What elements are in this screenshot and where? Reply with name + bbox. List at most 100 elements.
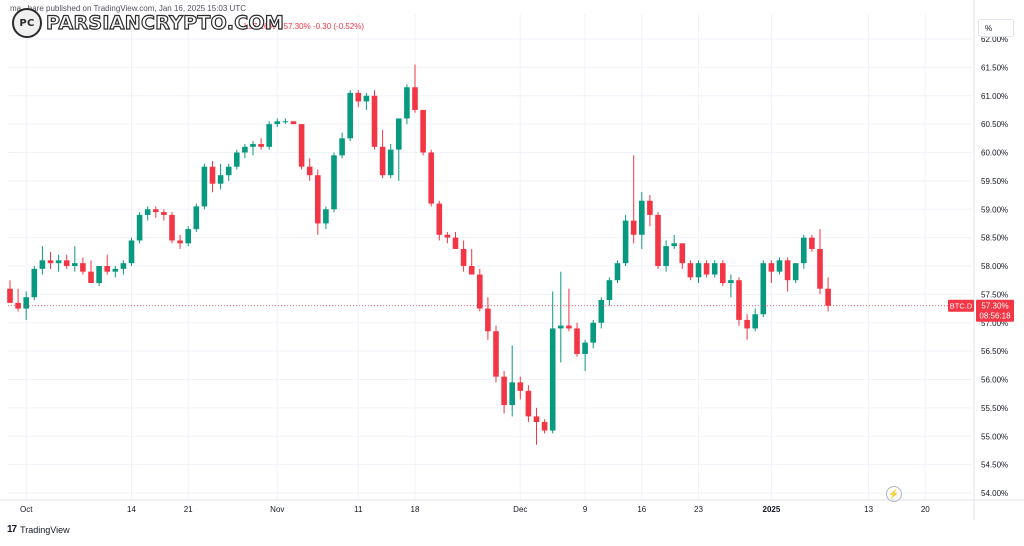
candle-body (477, 274, 483, 309)
x-tick-label: 23 (694, 505, 703, 514)
candle-body (582, 342, 588, 354)
y-tick-label: 54.50% (981, 461, 1008, 470)
candle-body (161, 212, 167, 215)
symbol-tag (948, 299, 974, 312)
candle-body (412, 87, 418, 110)
x-tick-label: 9 (583, 505, 588, 514)
candle-body (647, 200, 653, 215)
candle-body (193, 206, 200, 230)
y-tick-label: 55.00% (981, 432, 1008, 441)
candle-body (306, 166, 313, 176)
candle-body (598, 300, 605, 323)
y-tick-label: 54.00% (981, 489, 1008, 498)
candle-body (396, 118, 402, 150)
candle-body (274, 121, 281, 125)
tradingview-mark-icon: 17 (7, 524, 17, 535)
candle-body (266, 124, 272, 147)
candle-body (209, 166, 216, 184)
y-tick-label: 57.00% (981, 319, 1008, 328)
candle-body (371, 95, 378, 147)
candle-body (282, 121, 289, 123)
candle-body (574, 328, 580, 354)
y-tick-label: 58.50% (981, 234, 1008, 243)
candle-body (460, 248, 467, 266)
x-tick-label: 16 (637, 505, 646, 514)
y-tick-label: 61.50% (981, 63, 1008, 72)
candle-body (80, 263, 86, 272)
candle-body (501, 376, 507, 406)
candle-body (493, 331, 499, 377)
candle-body (323, 209, 329, 224)
candle-body (817, 248, 823, 289)
candle-body (15, 302, 21, 309)
candle-body (120, 263, 127, 269)
candle-body (444, 234, 451, 238)
candle-body (63, 260, 70, 266)
candle-body (104, 266, 110, 272)
y-tick-label: 60.00% (981, 149, 1008, 158)
candle-body (331, 155, 337, 210)
candle-body (703, 263, 710, 275)
candle-body (792, 263, 799, 281)
lightning-icon[interactable]: ⚡ (886, 486, 902, 502)
y-tick-label: 58.00% (981, 262, 1008, 271)
candle-body (379, 146, 386, 176)
candle-body (509, 382, 515, 406)
candle-body (347, 92, 353, 139)
candle-body (298, 124, 305, 167)
candle-body (679, 243, 686, 264)
last-price-label: 57.30% (981, 302, 1008, 311)
candle-body (47, 260, 54, 264)
y-tick-label: 61.00% (981, 92, 1008, 101)
candle-body (234, 152, 240, 167)
candle-body (630, 220, 637, 235)
percent-scale-button[interactable]: % (978, 19, 1014, 37)
x-tick-label: Dec (513, 505, 527, 514)
candle-body (776, 260, 783, 272)
y-tick-label: 56.50% (981, 347, 1008, 356)
tradingview-logo[interactable]: 17 TradingView (7, 524, 70, 535)
candle-body (671, 243, 677, 247)
candle-body (436, 203, 443, 235)
candle-body (96, 266, 102, 284)
candle-body (169, 214, 175, 241)
candle-body (201, 166, 208, 207)
y-tick-label: 62.00% (981, 35, 1008, 44)
candle-body (339, 138, 345, 156)
candle-body (720, 263, 726, 284)
candle-body (784, 260, 791, 281)
candle-body (558, 325, 564, 329)
x-tick-label: Nov (270, 505, 284, 514)
candle-body (590, 322, 596, 343)
candle-body (31, 268, 38, 298)
candle-body (387, 149, 394, 176)
candle-body (736, 280, 742, 320)
x-tick-label: 11 (354, 505, 363, 514)
candle-body (363, 95, 370, 102)
candle-body (128, 240, 135, 264)
candle-body (39, 260, 46, 269)
x-tick-label: 21 (184, 505, 193, 514)
candle-body (485, 308, 491, 332)
candle-body (566, 325, 572, 329)
candle-body (404, 87, 410, 119)
y-tick-label: 60.50% (981, 120, 1008, 129)
candle-body (825, 288, 831, 306)
candle-body (533, 416, 540, 423)
x-tick-label: 2025 (763, 505, 781, 514)
candle-body (452, 237, 459, 249)
y-tick-label: 59.00% (981, 205, 1008, 214)
ohlc-readout: L57.16% C57.30% -0.30 (-0.52%) (244, 22, 365, 31)
symbol-label: BTC.D (950, 302, 973, 311)
x-tick-label: 20 (921, 505, 930, 514)
y-tick-label: 56.00% (981, 376, 1008, 385)
candle-body (136, 214, 143, 241)
candle-body (760, 263, 767, 315)
published-info: ma...hare published on TradingView.com, … (10, 4, 246, 13)
candle-body (144, 209, 151, 215)
candle-body (428, 152, 434, 204)
tradingview-brand: TradingView (20, 524, 70, 535)
candle-body (217, 175, 224, 184)
